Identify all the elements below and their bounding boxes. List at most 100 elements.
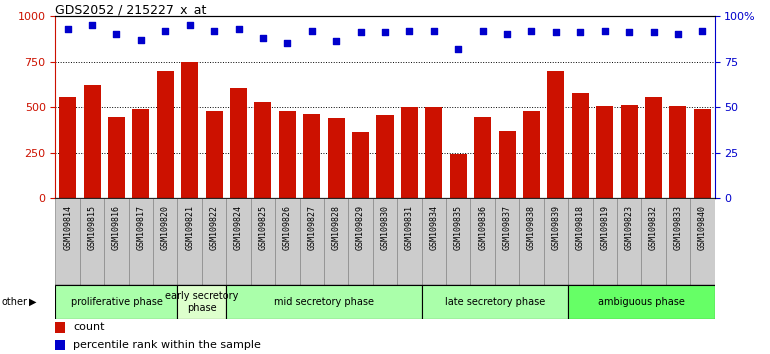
Bar [592, 198, 617, 285]
Bar [617, 198, 641, 285]
Bar [275, 198, 300, 285]
Text: count: count [73, 322, 105, 332]
Point [379, 29, 391, 35]
Text: late secretory phase: late secretory phase [445, 297, 545, 307]
Bar [226, 285, 422, 319]
Point [183, 22, 196, 28]
Bar [397, 198, 422, 285]
Bar [446, 198, 470, 285]
Point [427, 28, 440, 33]
Bar [80, 198, 104, 285]
Bar [547, 71, 564, 198]
Bar [55, 198, 80, 285]
Bar [495, 198, 519, 285]
Text: GSM109836: GSM109836 [478, 205, 487, 250]
Bar [55, 322, 65, 333]
Bar [132, 109, 149, 198]
Text: ▶: ▶ [29, 297, 37, 307]
Bar [352, 132, 369, 198]
Bar [669, 106, 687, 198]
Point [623, 29, 635, 35]
Point [208, 28, 220, 33]
Point [403, 28, 416, 33]
Bar [202, 198, 226, 285]
Point [648, 29, 660, 35]
Text: GSM109838: GSM109838 [527, 205, 536, 250]
Bar [206, 111, 223, 198]
Bar [83, 85, 101, 198]
Text: GSM109839: GSM109839 [551, 205, 561, 250]
Bar [401, 107, 418, 198]
Point [550, 29, 562, 35]
Bar [104, 198, 129, 285]
Bar [129, 198, 153, 285]
Text: GSM109828: GSM109828 [332, 205, 340, 250]
Text: mid secretory phase: mid secretory phase [274, 297, 374, 307]
Bar [645, 97, 662, 198]
Point [256, 35, 269, 41]
Text: early secretory
phase: early secretory phase [166, 291, 239, 313]
Point [696, 28, 708, 33]
Text: GSM109840: GSM109840 [698, 205, 707, 250]
Bar [181, 62, 198, 198]
Point [159, 28, 172, 33]
Text: GSM109817: GSM109817 [136, 205, 146, 250]
Bar [425, 107, 443, 198]
Bar [544, 198, 568, 285]
Text: GSM109818: GSM109818 [576, 205, 584, 250]
Text: GSM109826: GSM109826 [283, 205, 292, 250]
Bar [474, 117, 491, 198]
Text: GSM109834: GSM109834 [430, 205, 438, 250]
Bar [519, 198, 544, 285]
Bar [303, 114, 320, 198]
Point [477, 28, 489, 33]
Bar [153, 198, 178, 285]
Bar [572, 92, 589, 198]
Bar [690, 198, 715, 285]
Point [598, 28, 611, 33]
Bar [523, 111, 540, 198]
Text: GDS2052 / 215227_x_at: GDS2052 / 215227_x_at [55, 3, 207, 16]
Bar [694, 109, 711, 198]
Text: GSM109832: GSM109832 [649, 205, 658, 250]
Bar [450, 154, 467, 198]
Point [330, 39, 343, 44]
Point [135, 37, 147, 42]
Bar [621, 105, 638, 198]
Bar [251, 198, 275, 285]
Bar [300, 198, 324, 285]
Text: GSM109829: GSM109829 [356, 205, 365, 250]
Text: GSM109825: GSM109825 [259, 205, 267, 250]
Bar [377, 115, 393, 198]
Bar [470, 198, 495, 285]
Point [86, 22, 99, 28]
Bar [59, 97, 76, 198]
Bar [178, 198, 202, 285]
Text: GSM109827: GSM109827 [307, 205, 316, 250]
Bar [568, 285, 715, 319]
Text: GSM109835: GSM109835 [454, 205, 463, 250]
Text: GSM109819: GSM109819 [600, 205, 609, 250]
Bar [422, 198, 446, 285]
Text: GSM109820: GSM109820 [161, 205, 170, 250]
Bar [498, 131, 516, 198]
Point [501, 32, 514, 37]
Bar [568, 198, 592, 285]
Text: other: other [2, 297, 28, 307]
Text: GSM109837: GSM109837 [503, 205, 511, 250]
Point [281, 40, 293, 46]
Bar [55, 340, 65, 350]
Text: proliferative phase: proliferative phase [71, 297, 162, 307]
Point [110, 32, 122, 37]
Bar [157, 71, 174, 198]
Text: GSM109824: GSM109824 [234, 205, 243, 250]
Bar [596, 106, 613, 198]
Text: GSM109821: GSM109821 [186, 205, 194, 250]
Point [671, 32, 684, 37]
Bar [254, 102, 272, 198]
Point [574, 29, 587, 35]
Bar [178, 285, 226, 319]
Text: percentile rank within the sample: percentile rank within the sample [73, 340, 261, 350]
Point [306, 28, 318, 33]
Text: ambiguous phase: ambiguous phase [598, 297, 685, 307]
